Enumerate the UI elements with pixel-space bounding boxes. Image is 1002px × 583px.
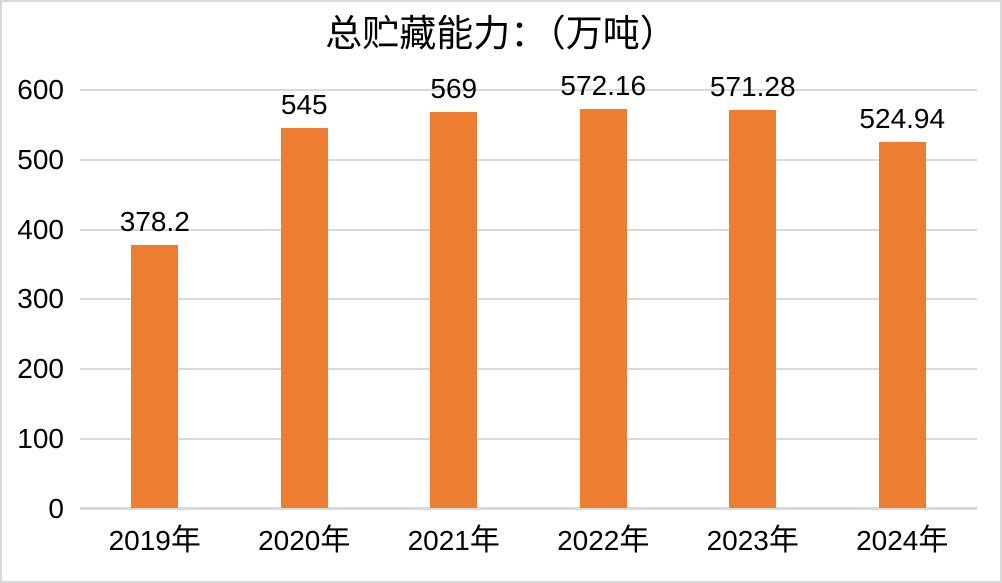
x-axis-tick-label: 2019年 (80, 522, 230, 560)
x-axis-tick-label: 2022年 (529, 522, 679, 560)
y-axis-tick-label: 300 (17, 283, 64, 315)
y-axis-tick-label: 600 (17, 74, 64, 105)
x-axis-tick-label: 2023年 (678, 522, 828, 560)
x-tick-year-suffix: 年 (768, 523, 799, 558)
gridline (80, 228, 977, 231)
x-tick-year-suffix: 年 (170, 523, 201, 558)
y-axis-tick-label: 100 (17, 422, 64, 454)
y-axis-tick-label: 0 (48, 492, 64, 524)
bar-value-label: 378.2 (119, 205, 190, 237)
bar-value-label: 545 (280, 89, 328, 121)
bar (878, 142, 926, 508)
x-tick-year-number: 2019 (108, 525, 171, 556)
gridline (80, 437, 977, 440)
bar-value-label: 524.94 (859, 103, 946, 135)
y-axis-tick-label: 400 (17, 213, 64, 245)
bar (430, 111, 478, 508)
x-tick-year-suffix: 年 (469, 523, 500, 558)
gridline (80, 89, 977, 91)
bar-value-label: 569 (430, 72, 478, 104)
x-tick-year-number: 2022 (557, 525, 620, 556)
bar (729, 110, 777, 508)
x-tick-year-number: 2020 (258, 525, 321, 556)
x-axis-tick-label: 2021年 (379, 522, 529, 560)
x-tick-year-number: 2023 (706, 525, 769, 556)
x-axis-line (80, 507, 977, 510)
gridline (80, 368, 977, 370)
x-axis-tick-label: 2020年 (230, 522, 380, 560)
gridline (80, 298, 977, 301)
bar (579, 109, 627, 508)
bar (280, 128, 328, 508)
bar (131, 244, 179, 508)
y-axis-tick-label: 500 (17, 143, 64, 175)
bar-value-label: 572.16 (560, 70, 647, 102)
y-axis-tick-label: 200 (17, 353, 64, 384)
chart-title: 总贮藏能力：（万吨） (325, 12, 677, 55)
bar-value-label: 571.28 (709, 71, 796, 103)
x-tick-year-number: 2024 (856, 525, 919, 556)
x-axis-tick-label: 2024年 (828, 522, 978, 560)
gridline (80, 158, 977, 161)
x-tick-year-suffix: 年 (320, 523, 351, 558)
x-tick-year-number: 2021 (407, 525, 470, 556)
x-tick-year-suffix: 年 (918, 523, 949, 558)
x-tick-year-suffix: 年 (619, 523, 650, 558)
